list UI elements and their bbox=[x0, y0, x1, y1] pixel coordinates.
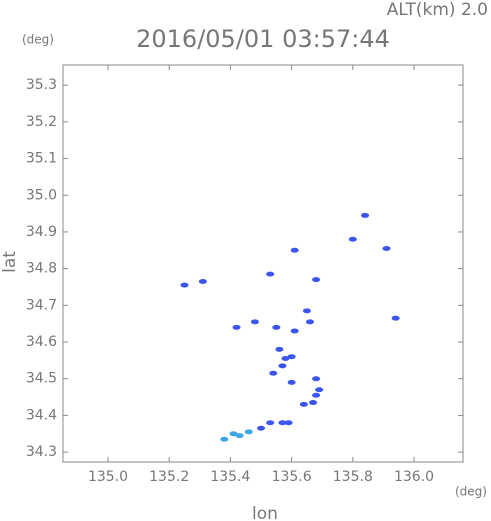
altitude-label: ALT(km) 2.0 bbox=[387, 0, 488, 20]
plot-frame bbox=[62, 64, 464, 463]
y-tick-label: 35.3 bbox=[26, 77, 57, 93]
x-tick-label: 135.0 bbox=[88, 469, 128, 485]
echo bbox=[278, 420, 287, 426]
echo bbox=[180, 282, 189, 288]
echo bbox=[302, 308, 311, 314]
x-tick-label: 136.0 bbox=[394, 469, 434, 485]
echo bbox=[312, 392, 321, 398]
echo bbox=[391, 315, 400, 321]
echo bbox=[348, 236, 357, 242]
echo bbox=[312, 376, 321, 382]
echo bbox=[198, 278, 207, 284]
chart-title: 2016/05/01 03:57:44 bbox=[136, 25, 390, 53]
x-axis-label: lon bbox=[252, 504, 278, 521]
echo bbox=[275, 346, 284, 352]
echo bbox=[250, 319, 259, 325]
echo bbox=[305, 319, 314, 325]
echo bbox=[266, 420, 275, 426]
x-tick-label: 135.6 bbox=[272, 469, 312, 485]
y-tick-label: 35.2 bbox=[26, 114, 57, 130]
echo bbox=[266, 271, 275, 277]
echo bbox=[229, 431, 238, 437]
echo bbox=[244, 429, 253, 435]
y-tick-label: 34.9 bbox=[26, 224, 57, 240]
x-tick-label: 135.2 bbox=[149, 469, 189, 485]
echo bbox=[284, 420, 293, 426]
echo bbox=[312, 277, 321, 283]
echo bbox=[269, 370, 278, 376]
y-tick-label: 34.7 bbox=[26, 297, 57, 313]
echo bbox=[232, 324, 241, 330]
x-unit: (deg) bbox=[455, 485, 487, 499]
echo bbox=[220, 436, 229, 442]
echo bbox=[281, 356, 290, 362]
echo bbox=[299, 401, 308, 407]
echo bbox=[361, 212, 370, 218]
y-unit: (deg) bbox=[22, 33, 54, 47]
x-tick-label: 135.4 bbox=[210, 469, 250, 485]
echo bbox=[278, 363, 287, 369]
x-tick-label: 135.8 bbox=[333, 469, 373, 485]
echo bbox=[309, 400, 318, 406]
echo bbox=[235, 433, 244, 439]
y-tick-label: 35.0 bbox=[26, 187, 57, 203]
y-tick-label: 34.8 bbox=[26, 261, 57, 277]
echo bbox=[290, 247, 299, 253]
echo bbox=[257, 425, 266, 431]
y-axis-label: lat bbox=[0, 251, 20, 273]
y-tick-label: 34.3 bbox=[26, 444, 57, 460]
y-tick-label: 35.1 bbox=[26, 151, 57, 167]
echo bbox=[287, 354, 296, 360]
y-tick-label: 34.5 bbox=[26, 371, 57, 387]
echo bbox=[382, 245, 391, 251]
y-tick-label: 34.6 bbox=[26, 334, 57, 350]
echo bbox=[287, 379, 296, 385]
echo bbox=[272, 324, 281, 330]
echo bbox=[315, 387, 324, 393]
y-tick-label: 34.4 bbox=[26, 407, 57, 423]
echo bbox=[290, 328, 299, 334]
